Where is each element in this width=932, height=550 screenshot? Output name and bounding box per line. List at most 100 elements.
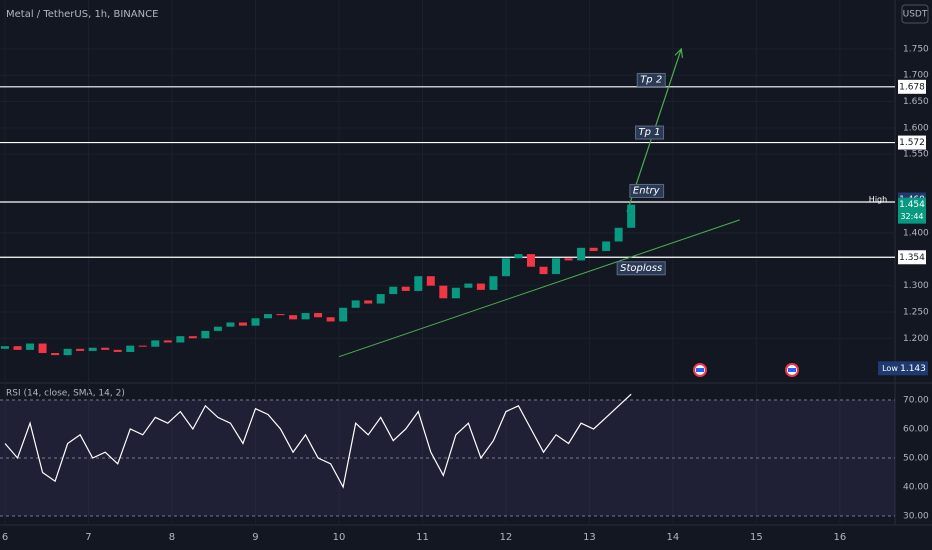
y-tick-label: 40.00 bbox=[903, 483, 929, 493]
candle-body bbox=[614, 227, 623, 242]
candle-body bbox=[26, 343, 35, 350]
y-tick-label: 30.00 bbox=[903, 512, 929, 522]
candle-body bbox=[514, 254, 523, 259]
candle-body bbox=[489, 276, 498, 290]
candle-body bbox=[577, 247, 586, 261]
candle-body bbox=[389, 286, 398, 295]
annotation-text: Tp 1 bbox=[639, 127, 661, 138]
y-tick-label: 1.750 bbox=[903, 44, 929, 54]
rsi-title: RSI (14, close, SMA, 14, 2) bbox=[6, 389, 125, 399]
y-tick-label: 1.550 bbox=[903, 150, 929, 160]
candle-body bbox=[526, 254, 535, 267]
x-tick-label: 8 bbox=[169, 532, 175, 543]
level-label-box bbox=[898, 79, 926, 94]
y-tick-label: 1.200 bbox=[903, 334, 929, 344]
y-tick-label: 1.250 bbox=[903, 307, 929, 317]
x-tick-label: 9 bbox=[252, 532, 258, 543]
low-value: 1.143 bbox=[900, 364, 926, 374]
candle-body bbox=[339, 307, 348, 322]
candle-body bbox=[51, 353, 60, 356]
level-label-box bbox=[898, 135, 926, 150]
y-tick-label: 1.700 bbox=[903, 71, 929, 81]
rsi-line bbox=[4, 393, 632, 489]
level-label: 1.354 bbox=[899, 253, 925, 263]
candle-body bbox=[176, 336, 185, 343]
candle-body bbox=[564, 258, 573, 261]
annotation-box bbox=[636, 72, 666, 87]
x-tick-label: 13 bbox=[583, 532, 596, 543]
candle-body bbox=[263, 314, 272, 319]
y-tick-label: 1.600 bbox=[903, 123, 929, 133]
y-tick-label: 50.00 bbox=[903, 454, 929, 464]
last-price-box bbox=[898, 197, 926, 224]
event-icon[interactable] bbox=[785, 363, 799, 377]
x-tick-label: 11 bbox=[416, 532, 429, 543]
x-tick-label: 15 bbox=[750, 532, 763, 543]
level-label: 1.678 bbox=[899, 82, 925, 92]
candle-body bbox=[76, 348, 85, 351]
candle-body bbox=[251, 318, 260, 326]
candle-body bbox=[213, 326, 222, 331]
x-tick-label: 7 bbox=[85, 532, 91, 543]
candle-body bbox=[314, 313, 323, 318]
x-tick-label: 12 bbox=[500, 532, 513, 543]
currency-box[interactable] bbox=[901, 4, 929, 24]
candle-body bbox=[226, 322, 235, 327]
event-icon[interactable] bbox=[693, 363, 707, 377]
candle-body bbox=[376, 294, 385, 304]
candle-body bbox=[476, 283, 485, 290]
last-price: 1.454 bbox=[899, 200, 925, 210]
y-tick-label: 1.400 bbox=[903, 229, 929, 239]
candle-body bbox=[13, 346, 22, 350]
candle-body bbox=[364, 300, 373, 304]
candle-body bbox=[426, 276, 435, 286]
candle-body bbox=[188, 336, 197, 339]
x-tick-label: 10 bbox=[333, 532, 346, 543]
x-tick-label: 14 bbox=[667, 532, 680, 543]
trend-line bbox=[338, 219, 740, 358]
candle-body bbox=[101, 347, 110, 350]
annotation-box bbox=[635, 125, 665, 140]
low-label: Low bbox=[882, 364, 898, 373]
candle-body bbox=[414, 276, 423, 291]
y-tick-label: 1.300 bbox=[903, 281, 929, 291]
candle-body bbox=[151, 340, 160, 347]
candle-body bbox=[627, 204, 636, 228]
annotation-box bbox=[629, 183, 665, 198]
candle-body bbox=[113, 349, 122, 352]
x-tick-label: 16 bbox=[834, 532, 847, 543]
annotation-text: Tp 2 bbox=[640, 74, 662, 85]
candle-body bbox=[501, 258, 510, 277]
candle-body bbox=[138, 345, 147, 347]
level-label: 1.572 bbox=[899, 138, 925, 148]
y-tick-label: 1.650 bbox=[903, 97, 929, 107]
y-tick-label: 70.00 bbox=[903, 395, 929, 405]
currency[interactable]: USDT bbox=[903, 10, 928, 20]
arrow-head bbox=[674, 47, 684, 58]
candle-body bbox=[326, 317, 335, 322]
candle-body bbox=[201, 330, 210, 339]
candle-body bbox=[589, 247, 598, 251]
candle-body bbox=[464, 283, 473, 288]
candle-body bbox=[401, 286, 410, 291]
candle-body bbox=[163, 340, 172, 343]
level-label-box bbox=[898, 250, 926, 265]
annotation-text: Entry bbox=[633, 185, 661, 196]
candle-body bbox=[301, 313, 310, 320]
candle-body bbox=[38, 343, 47, 354]
candle-body bbox=[126, 345, 135, 352]
high-label: High bbox=[869, 195, 887, 204]
candle-body bbox=[602, 241, 611, 251]
annotation-box bbox=[616, 261, 666, 276]
candle-body bbox=[552, 258, 561, 275]
candle-body bbox=[539, 266, 548, 275]
y-tick-label: 60.00 bbox=[903, 424, 929, 434]
candle-body bbox=[289, 315, 298, 320]
candle-body bbox=[1, 346, 10, 349]
candle-body bbox=[351, 300, 360, 308]
x-tick-label: 6 bbox=[2, 532, 8, 543]
candle-body bbox=[88, 347, 97, 351]
candle-body bbox=[63, 348, 72, 356]
